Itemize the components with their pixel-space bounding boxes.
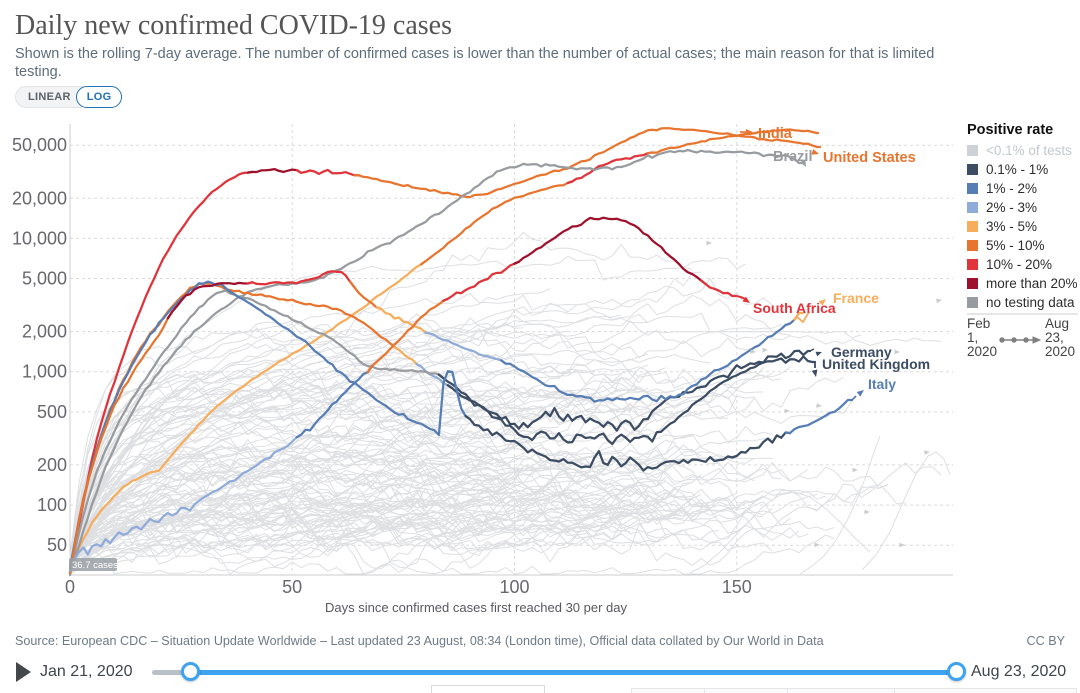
svg-text:36.7 cases: 36.7 cases xyxy=(72,560,118,571)
svg-text:5% - 10%: 5% - 10% xyxy=(986,238,1045,253)
svg-text:500: 500 xyxy=(37,402,67,422)
svg-text:Italy: Italy xyxy=(868,376,896,392)
svg-text:50: 50 xyxy=(47,535,67,555)
svg-text:Feb: Feb xyxy=(967,316,990,331)
svg-text:1% - 2%: 1% - 2% xyxy=(986,181,1037,196)
svg-text:United Kingdom: United Kingdom xyxy=(822,356,930,372)
svg-text:1,: 1, xyxy=(967,330,978,345)
svg-text:0: 0 xyxy=(65,577,75,597)
svg-text:India: India xyxy=(758,126,793,142)
svg-text:Days since confirmed cases fir: Days since confirmed cases first reached… xyxy=(325,600,628,615)
svg-text:10,000: 10,000 xyxy=(12,228,67,248)
svg-text:100: 100 xyxy=(37,495,67,515)
svg-text:2020: 2020 xyxy=(1045,344,1075,359)
svg-text:5,000: 5,000 xyxy=(22,269,67,289)
svg-text:2% - 3%: 2% - 3% xyxy=(986,200,1037,215)
svg-text:France: France xyxy=(833,290,879,306)
svg-text:20,000: 20,000 xyxy=(12,188,67,208)
svg-text:United States: United States xyxy=(823,150,916,166)
svg-text:10% - 20%: 10% - 20% xyxy=(986,257,1052,272)
svg-text:Positive rate: Positive rate xyxy=(967,122,1053,138)
svg-text:1,000: 1,000 xyxy=(22,362,67,382)
svg-text:<0.1% of tests: <0.1% of tests xyxy=(986,143,1072,158)
svg-text:3% - 5%: 3% - 5% xyxy=(986,219,1037,234)
svg-text:Germany: Germany xyxy=(831,344,892,360)
svg-text:more than 20%: more than 20% xyxy=(986,276,1078,291)
svg-text:South Africa: South Africa xyxy=(753,300,836,316)
svg-text:50: 50 xyxy=(282,577,302,597)
svg-text:no testing data: no testing data xyxy=(986,295,1075,310)
svg-text:2020: 2020 xyxy=(967,344,997,359)
svg-text:23,: 23, xyxy=(1045,330,1064,345)
svg-text:Brazil: Brazil xyxy=(773,149,813,165)
svg-text:0.1% - 1%: 0.1% - 1% xyxy=(986,162,1048,177)
svg-text:50,000: 50,000 xyxy=(12,135,67,155)
svg-text:150: 150 xyxy=(722,577,752,597)
svg-text:200: 200 xyxy=(37,455,67,475)
svg-text:2,000: 2,000 xyxy=(22,322,67,342)
svg-text:Aug: Aug xyxy=(1045,316,1069,331)
svg-text:100: 100 xyxy=(499,577,529,597)
